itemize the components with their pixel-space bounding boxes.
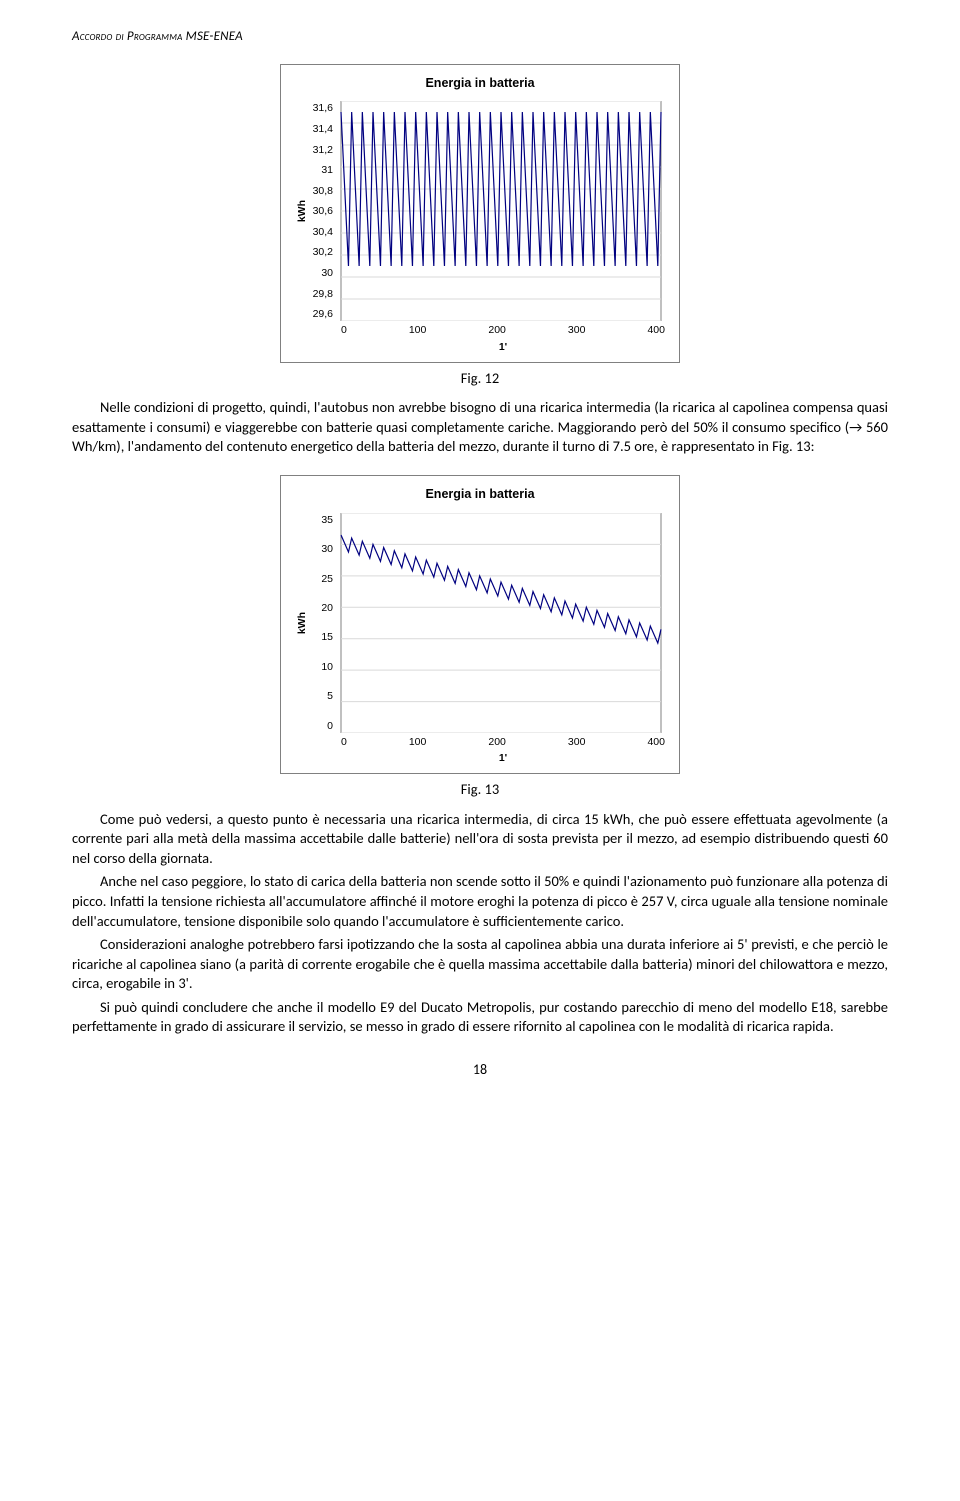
tick-label: 35 [309,513,333,527]
tick-label: 200 [488,323,506,337]
para-3: Anche nel caso peggiore, lo stato di car… [72,872,888,931]
tick-label: 30,2 [309,245,333,259]
tick-label: 300 [568,323,586,337]
chart1-yticks: 31,6 31,4 31,2 31 30,8 30,6 30,4 30,2 30 29,8 29,6 [309,101,337,321]
para-4: Considerazioni analoghe potrebbero farsi… [72,935,888,994]
tick-label: 0 [309,719,333,733]
tick-label: 15 [309,630,333,644]
chart1-xlabel: 1' [341,340,665,354]
chart-energia-2: Energia in batteria kWh 35 30 25 20 15 10 5 0 0… [280,475,680,774]
chart2-svg [337,513,665,733]
tick-label: 31,2 [309,143,333,157]
tick-label: 10 [309,660,333,674]
tick-label: 31,6 [309,101,333,115]
tick-label: 200 [488,735,506,749]
chart1-xticks: 0 100 200 300 400 [341,323,665,337]
tick-label: 5 [309,689,333,703]
tick-label: 30,8 [309,184,333,198]
para-2: Come può vedersi, a questo punto è neces… [72,810,888,869]
tick-label: 100 [409,323,427,337]
tick-label: 20 [309,601,333,615]
chart1-plot [337,101,665,321]
page-number: 18 [72,1061,888,1080]
tick-label: 400 [647,323,665,337]
fig12-caption: Fig. 12 [72,369,888,389]
tick-label: 100 [409,735,427,749]
chart1-title: Energia in batteria [295,75,665,92]
chart1-ylabel: kWh [295,200,309,222]
chart2-xticks: 0 100 200 300 400 [341,735,665,749]
fig13-caption: Fig. 13 [72,780,888,800]
tick-label: 300 [568,735,586,749]
tick-label: 30 [309,542,333,556]
tick-label: 29,6 [309,307,333,321]
chart-energia-1: Energia in batteria kWh 31,6 31,4 31,2 31 30… [280,64,680,363]
chart2-title: Energia in batteria [295,486,665,503]
para-5: Si può quindi concludere che anche il mo… [72,998,888,1037]
chart2-yticks: 35 30 25 20 15 10 5 0 [309,513,337,733]
tick-label: 0 [341,735,347,749]
tick-label: 30,6 [309,204,333,218]
tick-label: 31 [309,163,333,177]
tick-label: 29,8 [309,287,333,301]
chart2-xlabel: 1' [341,751,665,765]
tick-label: 0 [341,323,347,337]
tick-label: 30,4 [309,225,333,239]
tick-label: 30 [309,266,333,280]
running-head: Accordo di Programma MSE-ENEA [72,28,888,46]
para-1: Nelle condizioni di progetto, quindi, l'… [72,398,888,457]
tick-label: 31,4 [309,122,333,136]
tick-label: 400 [647,735,665,749]
chart2-ylabel: kWh [295,612,309,634]
tick-label: 25 [309,572,333,586]
chart1-svg [337,101,665,321]
chart2-plot [337,513,665,733]
